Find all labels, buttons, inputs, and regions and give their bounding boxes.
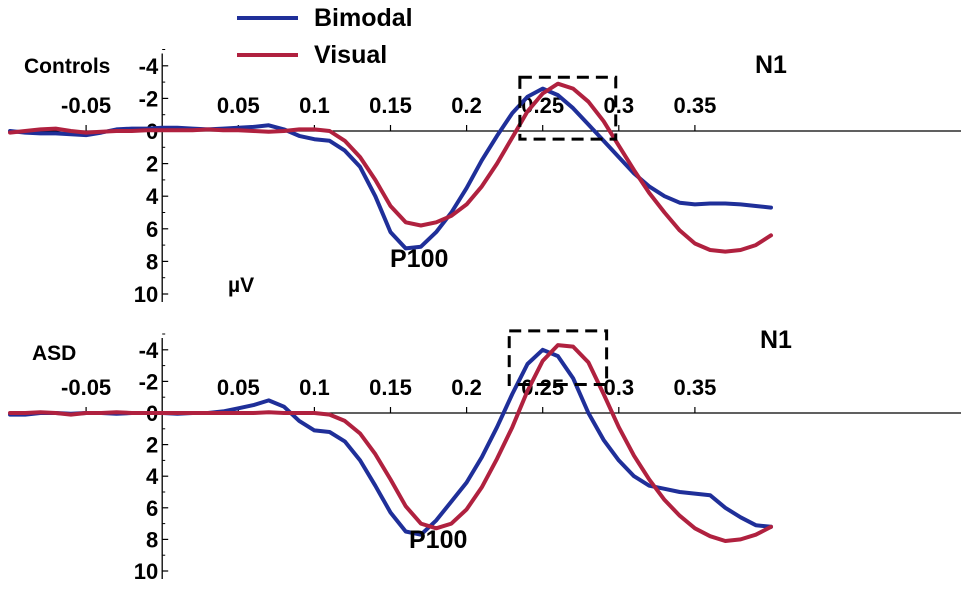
y-tick-label: -4 [139,338,159,363]
y-tick-label: 6 [146,217,158,242]
x-tick-label: 0.35 [673,375,716,400]
x-tick-label: 0.2 [451,93,482,118]
x-tick-label: 0.05 [217,93,260,118]
series-line-visual [8,343,773,543]
n1-highlight-box [507,329,609,387]
y-tick-label: 10 [134,559,158,584]
y-tick-label: -4 [139,54,159,79]
y-tick-label: 6 [146,496,158,521]
annotation-n1: N1 [760,326,792,354]
y-tick-label: -2 [139,369,159,394]
y-axis-label: µV [228,274,254,297]
y-tick-label: 4 [146,184,159,209]
x-tick-label: 0.15 [369,375,412,400]
series-line-visual [8,81,773,254]
annotation-p100: P100 [409,526,467,554]
y-tick-label: 8 [146,527,158,552]
y-tick-label: 4 [146,464,159,489]
panel-label: ASD [32,342,76,365]
annotation-n1: N1 [755,51,787,79]
annotation-p100: P100 [390,245,448,273]
y-tick-label: 10 [134,282,158,307]
legend-label-visual: Visual [314,41,387,69]
x-tick-label: -0.05 [61,93,111,118]
x-tick-label: 0.1 [299,375,330,400]
chart-legend: Bimodal Visual [237,4,413,69]
n1-highlight-box [518,75,618,141]
x-tick-label: 0.1 [299,93,330,118]
legend-label-bimodal: Bimodal [314,4,413,32]
y-tick-label: -2 [139,86,159,111]
x-tick-label: 0.35 [673,93,716,118]
y-tick-label: 8 [146,249,158,274]
y-tick-label: 2 [146,433,158,458]
panel-label: Controls [24,55,110,78]
x-tick-label: 0.2 [451,375,482,400]
x-tick-label: 0.05 [217,375,260,400]
x-tick-label: 0.3 [604,93,635,118]
x-tick-label: -0.05 [61,375,111,400]
x-tick-label: 0.15 [369,93,412,118]
y-tick-label: 2 [146,152,158,177]
x-tick-label: 0.3 [604,375,635,400]
